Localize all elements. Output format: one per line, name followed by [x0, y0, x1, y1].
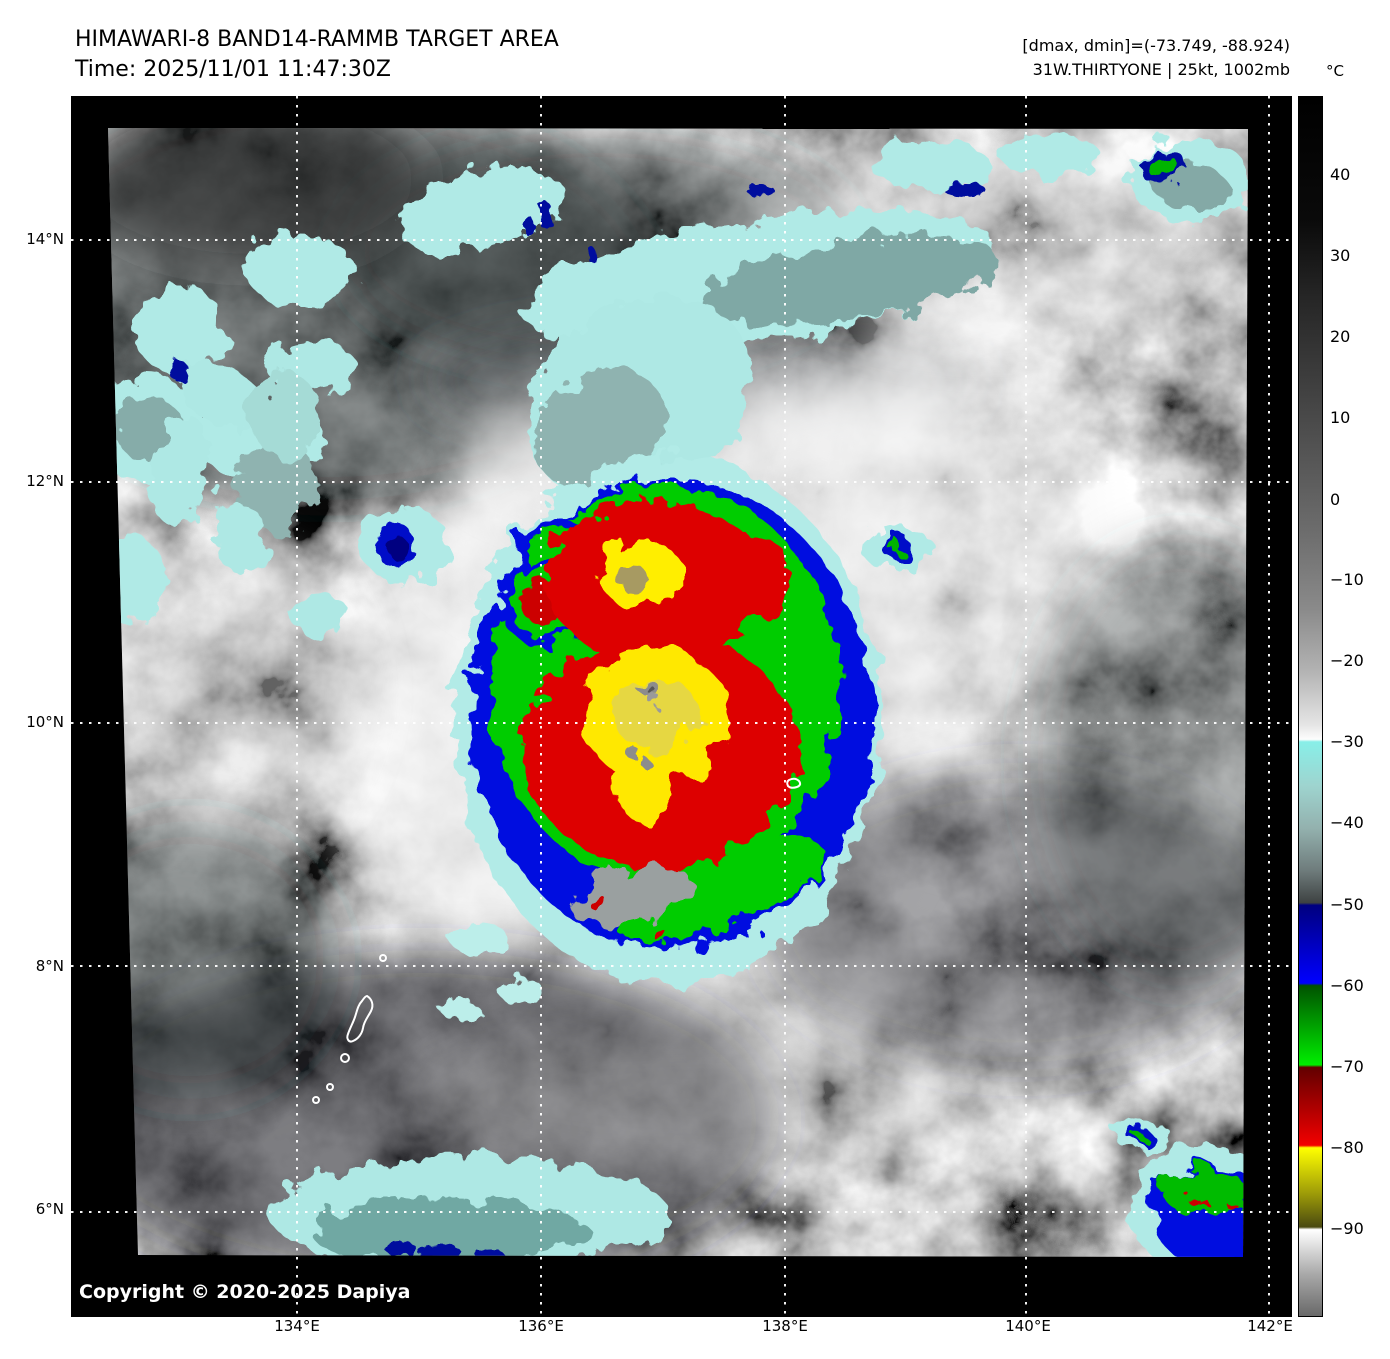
colorbar-gradient — [1298, 96, 1323, 1317]
latitude-label: 14°N — [26, 230, 64, 248]
timestamp: Time: 2025/11/01 11:47:30Z — [75, 57, 391, 82]
satellite-map — [71, 96, 1292, 1317]
colorbar-tick-label: 40 — [1330, 165, 1351, 184]
longitude-label: 134°E — [274, 1317, 320, 1335]
longitude-label: 136°E — [518, 1317, 564, 1335]
colorbar-tick-label: −40 — [1330, 813, 1364, 832]
colorbar-tick-label: −30 — [1330, 732, 1364, 751]
title-block: HIMAWARI-8 BAND14-RAMMB TARGET AREA Time… — [75, 25, 559, 85]
info-block: [dmax, dmin]=(-73.749, -88.924) 31W.THIR… — [1022, 34, 1290, 82]
longitude-label: 142°E — [1247, 1317, 1293, 1335]
latitude-label: 6°N — [35, 1200, 64, 1218]
colorbar-tick-label: −10 — [1330, 570, 1364, 589]
colorbar-tick-label: −90 — [1330, 1219, 1364, 1238]
storm-id-readout: 31W.THIRTYONE | 25kt, 1002mb — [1032, 60, 1290, 79]
longitude-label: 140°E — [1005, 1317, 1051, 1335]
colorbar-tick-label: −50 — [1330, 895, 1364, 914]
colorbar-tick-label: −60 — [1330, 976, 1364, 995]
colorbar-tick-label: −20 — [1330, 651, 1364, 670]
colorbar-tick-label: 30 — [1330, 246, 1351, 265]
graticule-gridlines — [71, 96, 1292, 1317]
colorbar-tick-label: 0 — [1330, 490, 1341, 509]
colorbar-unit-label: °C — [1326, 62, 1344, 80]
dmax-dmin-readout: [dmax, dmin]=(-73.749, -88.924) — [1022, 36, 1290, 55]
latitude-label: 12°N — [26, 472, 64, 490]
latitude-label: 8°N — [35, 957, 64, 975]
colorbar-tick-label: −70 — [1330, 1057, 1364, 1076]
copyright-banner: Copyright © 2020-2025 Dapiya — [79, 1281, 411, 1303]
colorbar-tick-label: 10 — [1330, 408, 1351, 427]
colorbar-tick-label: −80 — [1330, 1138, 1364, 1157]
satellite-data-swath — [108, 128, 1248, 1257]
colorbar-tick-label: 20 — [1330, 327, 1351, 346]
longitude-label: 138°E — [762, 1317, 808, 1335]
page-title: HIMAWARI-8 BAND14-RAMMB TARGET AREA — [75, 27, 559, 52]
island-coastlines — [312, 777, 802, 1104]
satellite-scene — [71, 96, 1292, 1317]
latitude-label: 10°N — [26, 713, 64, 731]
